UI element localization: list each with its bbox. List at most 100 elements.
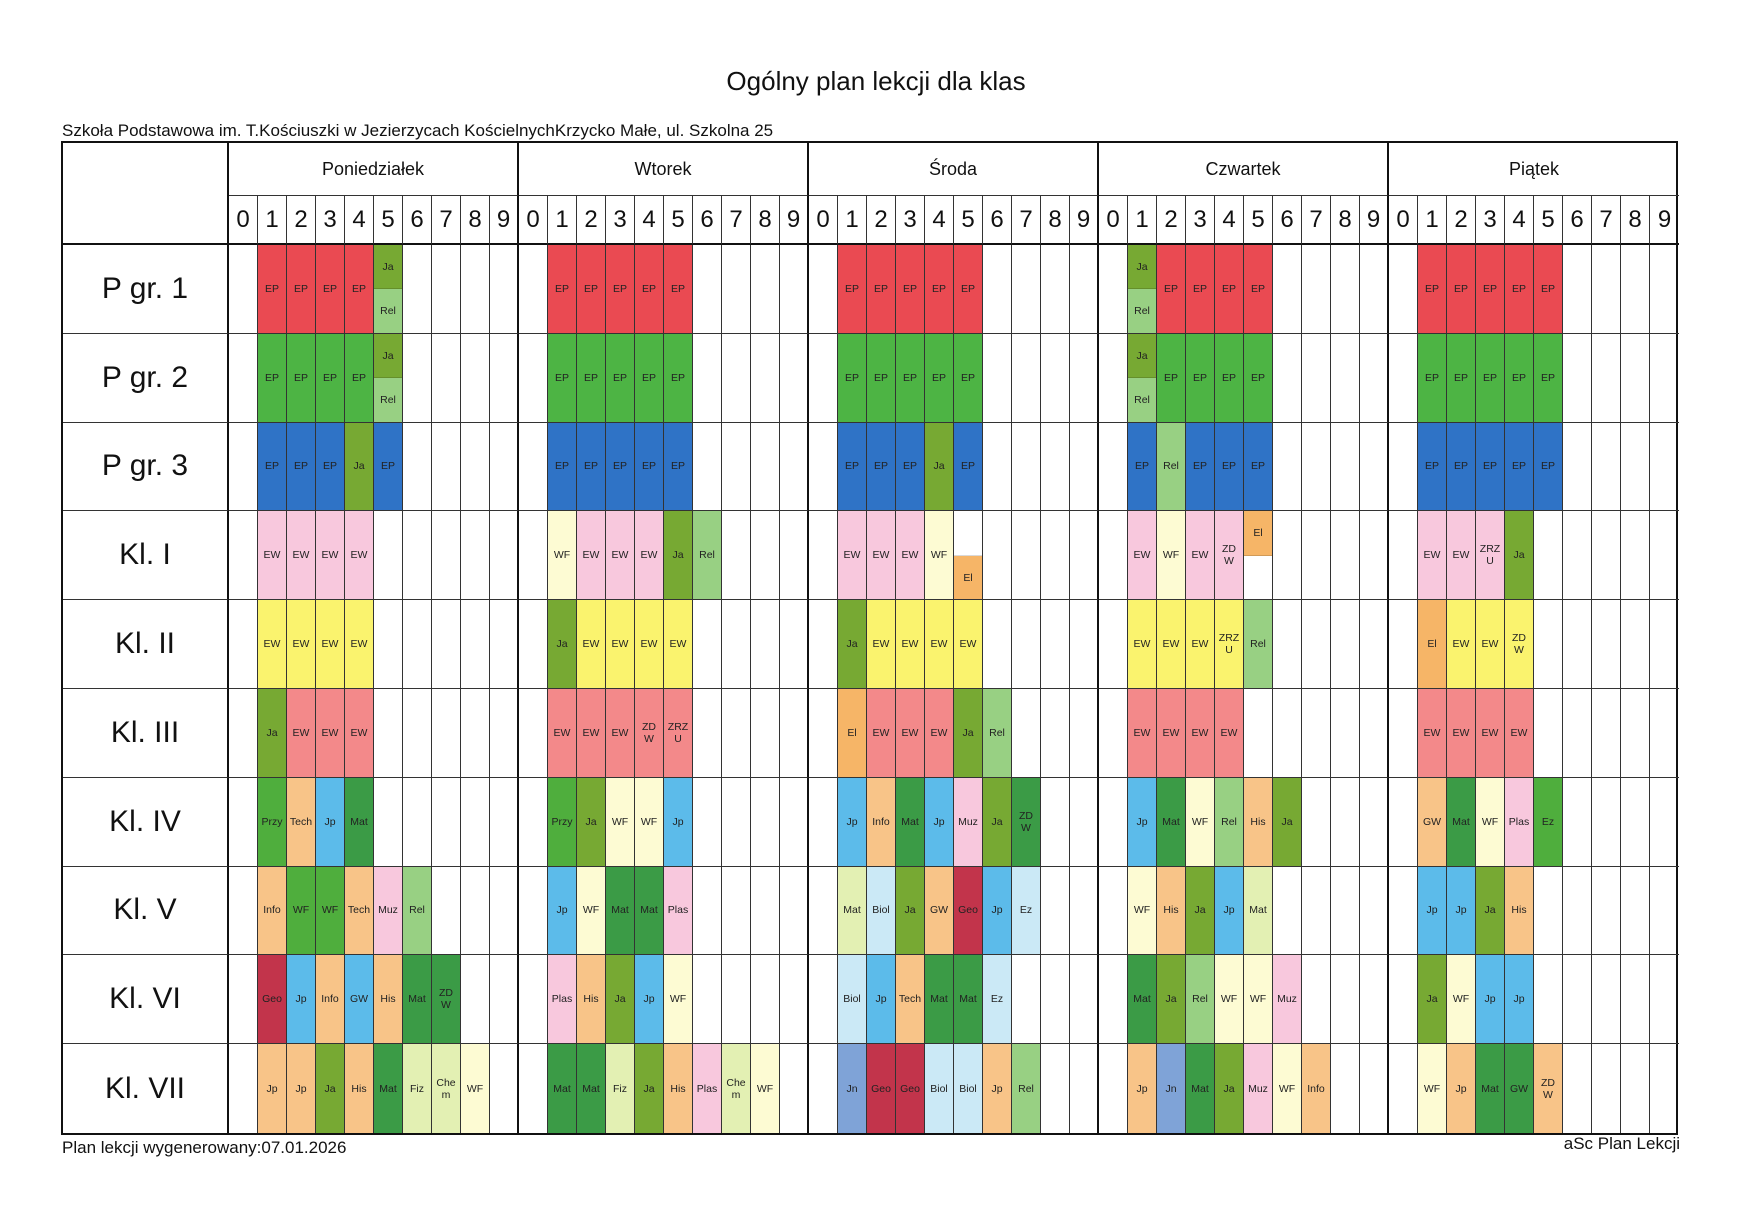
- lesson-cell: Geo: [258, 955, 287, 1045]
- subject-code: Biol: [843, 993, 861, 1006]
- period-number: 4: [635, 196, 664, 245]
- lesson-cell: [1070, 955, 1099, 1045]
- software-credit: aSc Plan Lekcji: [1563, 1134, 1680, 1153]
- subject-code: Przy: [551, 815, 573, 828]
- lesson-cell: EW: [1186, 600, 1215, 689]
- subject-code: Muz: [958, 815, 978, 828]
- lesson-cell: WF: [1273, 1044, 1302, 1133]
- lesson-cell: [1041, 600, 1070, 689]
- subject-code: Ja: [1165, 993, 1177, 1006]
- lesson-cell: Mat: [374, 1044, 403, 1133]
- day-header: Poniedziałek: [229, 143, 519, 196]
- empty-slot: [1099, 423, 1127, 511]
- lesson-subject: EW: [635, 511, 663, 600]
- lesson-cell: [1389, 1044, 1418, 1133]
- lesson-cell: Jp: [1418, 866, 1447, 956]
- lesson-cell: [1389, 777, 1418, 867]
- lesson-cell: EP: [1418, 422, 1447, 512]
- subject-code: EP: [641, 460, 656, 473]
- lesson-subject: His: [345, 1044, 373, 1133]
- subject-code: Ja: [324, 1082, 336, 1095]
- subject-code: Jp: [1223, 904, 1235, 917]
- lesson-cell: [722, 245, 751, 334]
- lesson-subject: EP: [1128, 422, 1156, 511]
- lesson-subject: EW: [258, 600, 286, 688]
- subject-code: Geo: [900, 1082, 920, 1095]
- empty-slot: [1389, 511, 1417, 599]
- lesson-subject: EP: [316, 422, 344, 511]
- lesson-subject: EP: [664, 245, 692, 333]
- period-number: 3: [1476, 196, 1505, 245]
- lesson-cell: Ja: [548, 600, 577, 689]
- lesson-cell: EP: [1215, 245, 1244, 334]
- lesson-subject: WF: [1273, 1044, 1301, 1133]
- page-title: Ogólny plan lekcji dla klas: [726, 66, 1026, 96]
- lesson-cell: EW: [345, 689, 374, 778]
- lesson-subject: EP: [1418, 245, 1446, 333]
- lesson-cell: [1621, 600, 1650, 689]
- lesson-subject: EW: [1505, 689, 1533, 777]
- lesson-subject: Jp: [983, 1044, 1011, 1133]
- lesson-cell: Muz: [1244, 1044, 1273, 1133]
- lesson-cell: EP: [258, 422, 287, 512]
- empty-slot: [1389, 245, 1417, 333]
- lesson-cell: [1012, 333, 1041, 423]
- lesson-cell: EW: [1128, 511, 1157, 601]
- lesson-cell: Ja: [606, 955, 635, 1045]
- subject-code: EP: [873, 371, 888, 384]
- lesson-subject: EW: [345, 600, 373, 688]
- lesson-cell: EW: [577, 511, 606, 601]
- lesson-cell: [1099, 511, 1128, 601]
- lesson-subject: Jp: [287, 1044, 315, 1133]
- lesson-cell: [432, 777, 461, 867]
- subject-code: Mat: [408, 993, 426, 1006]
- subject-code: EW: [1452, 638, 1470, 651]
- lesson-cell: [1650, 778, 1679, 867]
- lesson-cell: [693, 600, 722, 689]
- lesson-cell: [1302, 689, 1331, 778]
- lesson-subject: EW: [1157, 600, 1185, 688]
- subject-code: Ja: [1426, 993, 1438, 1006]
- subject-code: EP: [1250, 282, 1265, 295]
- subject-code: EP: [554, 460, 569, 473]
- lesson-subject: ZDW: [1505, 600, 1533, 688]
- subject-code: El: [1253, 527, 1263, 540]
- lesson-cell: Ja: [954, 689, 983, 778]
- lesson-cell: [1070, 689, 1099, 778]
- lesson-subject: His: [374, 955, 402, 1044]
- lesson-subject: Ez: [1534, 777, 1562, 866]
- lesson-cell: EW: [1447, 511, 1476, 601]
- subject-code: Jp: [875, 993, 887, 1006]
- empty-slot: [1244, 556, 1272, 599]
- lesson-cell: [1331, 689, 1360, 778]
- period-number: 2: [867, 196, 896, 245]
- lesson-cell: [1070, 866, 1099, 956]
- lesson-cell: Info: [316, 955, 345, 1045]
- subject-code: Mat: [1133, 993, 1151, 1006]
- lesson-cell: Jp: [1128, 1044, 1157, 1133]
- subject-code: Ja: [1484, 904, 1496, 917]
- period-number: 6: [403, 196, 432, 245]
- period-number: 5: [374, 196, 403, 245]
- period-number: 2: [1447, 196, 1476, 245]
- lesson-cell: [1099, 422, 1128, 512]
- period-number: 2: [287, 196, 316, 245]
- lesson-cell: [1302, 777, 1331, 867]
- lesson-cell: Ja: [635, 1044, 664, 1133]
- lesson-cell: [1592, 600, 1621, 689]
- subject-code: GW: [1509, 1082, 1529, 1095]
- lesson-subject: EW: [1186, 600, 1214, 688]
- subject-code: EW: [263, 638, 281, 651]
- empty-slot: [229, 334, 257, 422]
- lesson-cell: GW: [1418, 777, 1447, 867]
- lesson-subject: WF: [287, 866, 315, 955]
- lesson-subject: EP: [1534, 333, 1562, 422]
- lesson-cell: EW: [1186, 511, 1215, 601]
- subject-code: Chem: [726, 1076, 746, 1101]
- subject-code: EW: [1423, 549, 1441, 562]
- subject-code: EP: [322, 371, 337, 384]
- empty-slot: [809, 778, 837, 866]
- subject-code: EW: [1191, 726, 1209, 739]
- lesson-subject: WF: [1215, 955, 1243, 1044]
- lesson-cell: Jp: [1447, 1044, 1476, 1133]
